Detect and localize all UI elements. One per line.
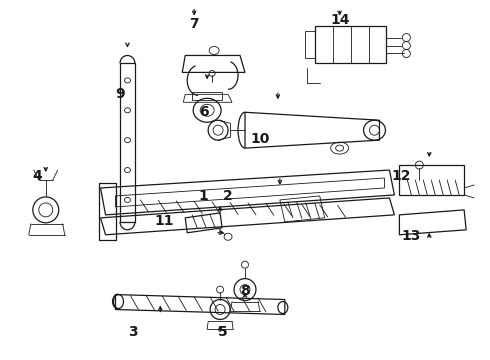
Text: 9: 9 [116, 87, 125, 101]
Text: 3: 3 [128, 325, 138, 339]
Bar [399, 165, 464, 195]
Text: 6: 6 [199, 105, 208, 119]
Text: 2: 2 [223, 189, 233, 203]
Text: 7: 7 [189, 17, 198, 31]
Text: 12: 12 [392, 170, 411, 183]
Bar [192, 92, 222, 100]
Text: 4: 4 [33, 170, 43, 183]
Text: 1: 1 [198, 189, 208, 203]
Text: 14: 14 [330, 13, 350, 27]
Bar [315, 26, 387, 63]
Text: 10: 10 [250, 132, 270, 146]
Text: 5: 5 [218, 325, 228, 339]
Text: 8: 8 [240, 284, 250, 298]
Text: 13: 13 [401, 229, 420, 243]
Text: 11: 11 [155, 214, 174, 228]
